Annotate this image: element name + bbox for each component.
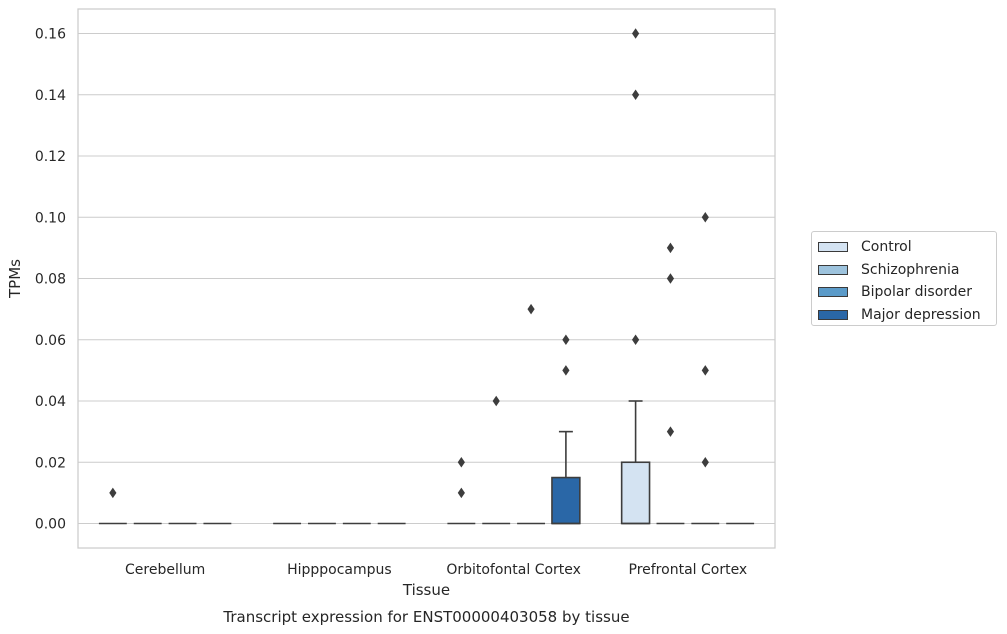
y-axis-title: TPMs [6, 259, 24, 299]
legend-label: Schizophrenia [861, 261, 960, 278]
x-tick-label: Prefrontal Cortex [629, 562, 748, 578]
legend: Control Schizophrenia Bipolar disorder Majo… [811, 231, 997, 326]
x-tick-label: Cerebellum [125, 562, 205, 578]
outlier-point [457, 487, 465, 499]
box-control [620, 400, 651, 525]
box-major-depression [551, 430, 581, 525]
outlier-point [666, 242, 675, 254]
legend-label: Control [861, 239, 912, 256]
outlier-point [701, 365, 709, 376]
outlier-point [109, 487, 117, 499]
outliers [109, 28, 709, 499]
legend-item: Control [818, 236, 996, 259]
legend-swatch [818, 287, 848, 298]
x-tick-label: Orbitofontal Cortex [446, 562, 581, 578]
legend-swatch [818, 309, 848, 320]
outlier-point [666, 426, 675, 437]
outlier-point [562, 334, 570, 345]
y-tick-label: 0.02 [35, 455, 66, 471]
outlier-point [632, 89, 640, 100]
boxes [98, 400, 755, 525]
outlier-point [632, 28, 640, 39]
outlier-point [666, 273, 675, 284]
y-tick-label: 0.06 [35, 333, 66, 349]
y-tick-label: 0.04 [35, 394, 66, 410]
legend-item: Major depression [818, 304, 996, 327]
outlier-point [492, 395, 500, 407]
outlier-point [457, 457, 465, 468]
y-tick-label: 0.10 [35, 210, 66, 226]
box-body [551, 476, 581, 525]
chart-caption: Transcript expression for ENST0000040305… [222, 608, 629, 626]
x-axis-title: Tissue [402, 581, 450, 599]
outlier-point [701, 212, 709, 223]
y-tick-label: 0.08 [35, 272, 66, 288]
legend-swatch [818, 264, 848, 275]
legend-item: Bipolar disorder [818, 281, 996, 304]
y-axis-ticks: 0.00 0.02 0.04 0.06 0.08 0.10 0.12 0.14 0.16 [35, 27, 66, 533]
plot-frame [77, 8, 776, 549]
legend-item: Schizophrenia [818, 259, 996, 282]
outlier-point [562, 365, 570, 376]
legend-label: Bipolar disorder [861, 284, 973, 301]
x-tick-label: Hipppocampus [287, 562, 392, 578]
y-tick-label: 0.12 [35, 149, 66, 165]
x-axis-ticks: Cerebellum Hipppocampus Orbitofontal Corte… [125, 562, 747, 578]
outlier-point [632, 334, 640, 345]
legend-label: Major depression [861, 306, 981, 323]
legend-swatch [818, 242, 848, 253]
y-tick-label: 0.16 [35, 27, 66, 43]
y-tick-label: 0.14 [35, 88, 66, 104]
y-tick-label: 0.00 [35, 517, 66, 533]
outlier-point [527, 303, 535, 315]
gridlines [78, 32, 775, 525]
box-body [620, 461, 651, 525]
outlier-point [701, 457, 709, 468]
